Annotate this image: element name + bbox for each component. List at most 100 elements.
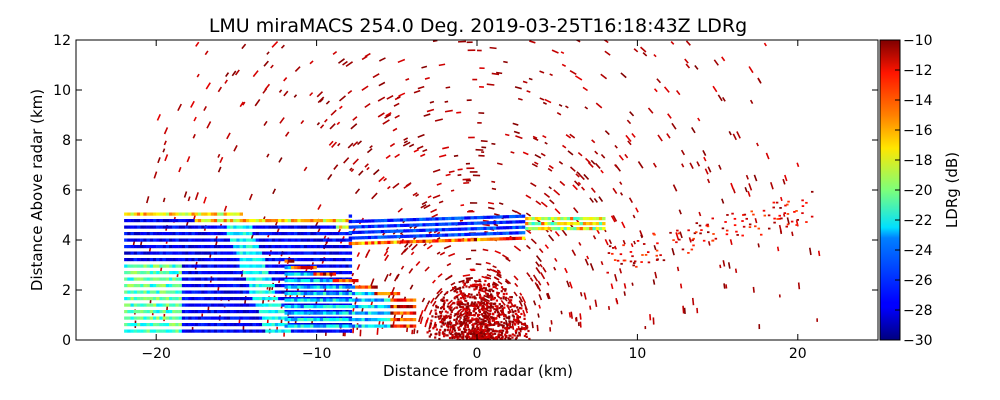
ldr-cell (271, 258, 276, 262)
ldr-cell (310, 292, 314, 296)
noise-speck (493, 283, 496, 286)
ldr-cell (300, 292, 304, 296)
ldr-cell (528, 217, 532, 221)
noise-speck (741, 234, 744, 237)
ldr-cell (133, 297, 138, 301)
ldr-cell (284, 259, 288, 263)
ldr-cell (396, 218, 401, 222)
ldr-cell (278, 297, 282, 301)
noise-speck (725, 229, 729, 232)
ldr-cell (185, 297, 189, 301)
noise-speck (425, 317, 430, 324)
colorbar-label: LDRg (dB) (943, 152, 961, 228)
ldr-cell (383, 240, 388, 245)
ldr-cell (229, 323, 234, 327)
ldr-cell (374, 292, 378, 296)
noise-speck (463, 315, 466, 318)
ldr-cell (165, 290, 170, 294)
noise-speck (497, 336, 500, 339)
ldr-cell (207, 329, 211, 333)
y-tick-label: 0 (62, 333, 71, 349)
noise-speck (489, 312, 492, 316)
ldr-cell (323, 318, 327, 322)
noise-speck (460, 305, 463, 309)
noise-speck (453, 297, 456, 300)
noise-speck (460, 314, 463, 317)
ldr-cell (342, 318, 346, 322)
ldr-cell (226, 303, 231, 307)
ldr-cell (348, 251, 353, 255)
ldr-cell (374, 298, 378, 302)
noise-speck (473, 307, 476, 311)
ldr-cell (303, 251, 308, 255)
ldr-cell (246, 225, 250, 229)
ldr-cell (284, 305, 288, 309)
ldr-cell (493, 226, 497, 230)
noise-speck (436, 237, 441, 241)
ldr-cell (531, 227, 535, 231)
ldr-cell (528, 222, 532, 226)
ldr-cell (348, 285, 353, 289)
noise-speck (438, 333, 441, 336)
ldr-cell (140, 290, 144, 294)
ldr-cell (300, 324, 304, 328)
ldr-cell (181, 238, 186, 242)
ldr-cell (278, 284, 282, 288)
noise-speck (497, 314, 501, 317)
noise-speck (177, 103, 182, 112)
ldr-cell (156, 264, 160, 268)
noise-speck (439, 307, 443, 310)
noise-speck (505, 257, 511, 262)
ldr-cell (355, 311, 359, 315)
ldr-cell (130, 290, 134, 294)
ldr-cell (162, 290, 167, 294)
ldr-cell (127, 271, 131, 275)
noise-speck (517, 308, 520, 311)
ldr-cell (152, 258, 157, 262)
noise-speck (632, 262, 636, 264)
ldr-cell (329, 298, 333, 302)
ldr-cell (306, 285, 311, 289)
noise-speck (460, 301, 463, 304)
ldr-cell (162, 245, 167, 249)
ldr-cell (550, 227, 555, 231)
ldr-cell (406, 298, 410, 302)
noise-speck (217, 153, 221, 158)
noise-speck (534, 154, 542, 159)
noise-speck (386, 94, 394, 100)
ldr-cell (589, 222, 593, 226)
noise-speck (567, 150, 574, 156)
ldr-cell (310, 219, 314, 223)
noise-speck (691, 126, 696, 134)
ldr-cell (236, 271, 240, 275)
noise-speck (754, 218, 758, 224)
noise-speck (506, 324, 509, 327)
ldr-cell (319, 292, 324, 296)
noise-speck (733, 224, 737, 227)
colorbar-tick-label: −24 (903, 243, 933, 259)
ldr-cell (364, 305, 369, 309)
noise-speck (435, 304, 438, 308)
noise-speck (489, 295, 492, 299)
noise-speck (478, 288, 482, 292)
ldr-cell (274, 323, 279, 327)
ldr-cell (422, 217, 426, 221)
ldr-cell (313, 292, 317, 296)
noise-speck (468, 331, 471, 334)
ldr-cell (448, 233, 452, 237)
ldr-cell (367, 318, 372, 322)
noise-speck (492, 265, 497, 269)
ldr-cell (188, 284, 192, 288)
noise-speck (303, 166, 308, 172)
noise-speck (491, 306, 494, 309)
ldr-cell (319, 264, 324, 268)
ldr-cell (217, 264, 221, 268)
noise-speck (404, 243, 409, 248)
ldr-cell (294, 266, 298, 270)
ldr-cell (191, 225, 195, 229)
ldr-cell (284, 219, 288, 223)
ldr-cell (383, 311, 388, 315)
ldr-cell (169, 225, 173, 229)
ldr-cell (332, 311, 337, 315)
noise-speck (473, 295, 476, 298)
